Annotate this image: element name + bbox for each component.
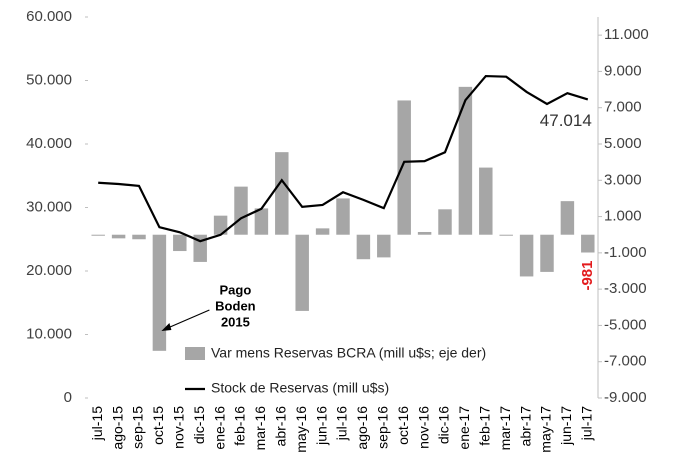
value-label: -981 (579, 261, 596, 291)
bar (173, 234, 187, 252)
y2-tick-label: -9.000 (604, 389, 647, 406)
y2-tick-label: 7.000 (604, 99, 642, 116)
y-tick-label: 50.000 (26, 71, 72, 88)
bar (193, 234, 207, 262)
annotation: 2015 (221, 314, 250, 329)
x-tick-label: dic-15 (191, 406, 207, 444)
x-tick-label: nov-16 (415, 406, 431, 449)
y-tick-label: 20.000 (26, 262, 72, 279)
bar (254, 208, 269, 235)
bar (581, 234, 595, 253)
bar (519, 234, 534, 277)
y-tick-label: 0 (64, 389, 72, 406)
x-tick-label: sep-16 (375, 406, 391, 449)
value-label: 47.014 (540, 111, 592, 130)
bar (540, 234, 554, 272)
bar (91, 234, 105, 236)
y2-tick-label: 9.000 (604, 62, 642, 79)
y-tick-label: 10.000 (26, 325, 72, 342)
y2-tick-label: -7.000 (604, 353, 647, 370)
bar (315, 228, 330, 235)
y2-tick-label: -1.000 (604, 244, 647, 261)
legend-label: Var mens Reservas BCRA (mill u$s; eje de… (211, 345, 486, 361)
x-tick-label: ene-17 (456, 406, 472, 450)
y2-tick-label: 1.000 (604, 208, 642, 225)
y-tick-label: 40.000 (26, 135, 72, 152)
x-tick-label: jun-17 (558, 406, 574, 446)
bar (132, 234, 146, 240)
line (98, 74, 589, 243)
annotation: Pago (220, 282, 252, 297)
bar (560, 201, 575, 235)
bar (275, 152, 289, 235)
y2-tick-label: -5.000 (604, 316, 647, 333)
y2-tick-label: 3.000 (604, 171, 642, 188)
x-tick-label: oct-16 (395, 406, 411, 445)
bar (234, 186, 248, 235)
bar (336, 198, 350, 235)
bar (356, 234, 371, 260)
x-tick-label: sep-15 (130, 406, 146, 449)
x-tick-label: feb-17 (477, 406, 493, 446)
x-tick-label: jul-16 (334, 406, 350, 441)
annotation-arrowhead (161, 323, 172, 331)
x-tick-label: mar-16 (252, 406, 268, 451)
x-tick-label: mar-17 (497, 406, 513, 451)
bar (499, 234, 513, 236)
bar (295, 234, 309, 311)
bar (377, 234, 391, 258)
y-tick-label: 60.000 (26, 8, 72, 25)
x-tick-label: dic-16 (436, 406, 452, 444)
annotation: Boden (215, 298, 256, 313)
y-tick-label: 30.000 (26, 198, 72, 215)
bar (417, 231, 432, 235)
bar (458, 86, 473, 235)
x-tick-label: jul-15 (89, 406, 105, 441)
x-tick-label: jul-17 (579, 406, 595, 441)
bar (397, 100, 411, 235)
x-tick-label: ago-16 (354, 406, 370, 450)
x-tick-label: feb-16 (232, 406, 248, 446)
x-tick-label: ago-15 (109, 406, 125, 450)
annotation-arrow (165, 309, 210, 330)
y2-tick-label: -3.000 (604, 280, 647, 297)
x-tick-label: jun-16 (313, 406, 329, 446)
bar (213, 215, 228, 235)
x-tick-label: abr-16 (273, 406, 289, 447)
x-tick-label: nov-15 (171, 406, 187, 449)
x-tick-label: abr-17 (517, 406, 533, 447)
bar (479, 167, 493, 235)
legend-swatch (185, 347, 205, 360)
x-tick-label: ene-16 (211, 406, 227, 450)
x-tick-label: may-16 (293, 406, 309, 453)
bar (111, 234, 126, 239)
legend-label: Stock de Reservas (mill u$s) (211, 380, 389, 396)
bar (438, 209, 452, 235)
y2-tick-label: 11.000 (604, 26, 649, 43)
x-tick-label: may-17 (538, 406, 554, 453)
x-tick-label: oct-15 (150, 406, 166, 445)
y2-tick-label: 5.000 (604, 135, 642, 152)
bar (152, 234, 167, 351)
